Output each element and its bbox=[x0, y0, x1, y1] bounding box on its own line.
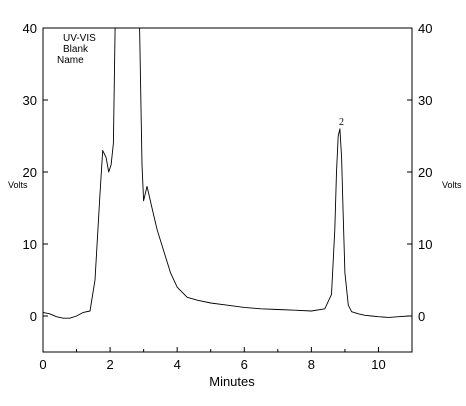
x-tick-label: 6 bbox=[241, 357, 248, 372]
y-axis-left: 0 10 20 30 40 bbox=[23, 21, 48, 324]
y-axis-left-label: Volts bbox=[8, 180, 28, 190]
x-tick-label: 8 bbox=[308, 357, 315, 372]
y-axis-right: 0 10 20 30 40 bbox=[407, 21, 432, 324]
y-tick-label-left: 10 bbox=[23, 237, 37, 252]
y-tick-label-right: 20 bbox=[418, 165, 432, 180]
plot-frame bbox=[42, 27, 413, 353]
x-tick-label: 0 bbox=[39, 357, 46, 372]
peak-label: 2 bbox=[339, 117, 344, 128]
series-layer bbox=[42, 27, 409, 319]
y-tick-label-right: 30 bbox=[418, 93, 432, 108]
x-tick-label: 4 bbox=[174, 357, 181, 372]
x-axis-title: Minutes bbox=[209, 374, 255, 389]
x-axis: 0 2 4 6 8 10 bbox=[39, 347, 386, 372]
y-axis-right-label: Volts bbox=[442, 180, 462, 190]
legend-line-1: UV-VIS bbox=[63, 33, 96, 44]
y-tick-label-right: 10 bbox=[418, 237, 432, 252]
x-tick-label: 2 bbox=[106, 357, 113, 372]
x-tick-label: 10 bbox=[371, 357, 385, 372]
y-tick-label-left: 20 bbox=[23, 165, 37, 180]
annotation-layer: 2 bbox=[339, 117, 344, 128]
y-tick-label-left: 30 bbox=[23, 93, 37, 108]
y-tick-label-right: 40 bbox=[418, 21, 432, 36]
legend-line-2: Blank bbox=[63, 44, 89, 55]
y-tick-label-left: 40 bbox=[23, 21, 37, 36]
chromatogram-trace bbox=[42, 27, 409, 319]
y-tick-label-right: 0 bbox=[418, 309, 425, 324]
legend-line-3: Name bbox=[57, 55, 84, 66]
y-tick-label-left: 0 bbox=[30, 309, 37, 324]
